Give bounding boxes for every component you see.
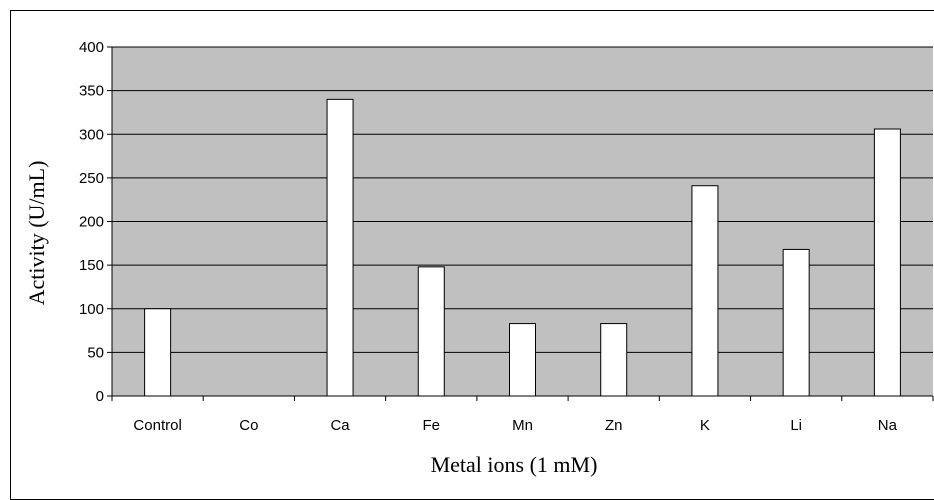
x-axis-title: Metal ions (1 mM) [431,452,598,477]
y-axis-title: Activity (U/mL) [24,161,49,306]
x-tick-label: Control [133,417,181,434]
x-tick-label: Fe [423,417,441,434]
bar-mn [509,323,536,397]
x-tick-label: Ca [330,417,350,434]
y-tick-label: 350 [79,83,104,100]
bar-zn [600,323,628,397]
x-tick-label: Mn [512,417,533,434]
y-tick-label: 100 [79,301,104,318]
x-tick-label: Na [878,417,898,434]
x-ticks: Control Co Ca Fe Mn Zn K Li Na [111,396,934,434]
x-tick-label: Co [239,417,258,434]
x-tick-label: Li [790,417,802,434]
bar-na [873,128,901,397]
y-tick-label: 150 [79,257,104,274]
bar-control [144,308,172,397]
bars [144,98,901,397]
y-tick-label: 300 [79,126,104,143]
bar-ca [326,98,354,397]
bar-li [782,248,810,397]
y-tick-label: 50 [87,344,104,361]
y-tick-label: 250 [79,170,104,187]
x-tick-label: Zn [605,417,623,434]
bar-fe [417,266,445,397]
y-tick-label: 400 [79,39,104,56]
x-tick-label: K [700,417,710,434]
y-ticks: 0 50 100 150 200 250 300 350 400 [79,39,112,405]
y-tick-label: 0 [96,388,104,405]
bar-k [691,185,719,397]
y-tick-label: 200 [79,214,104,231]
